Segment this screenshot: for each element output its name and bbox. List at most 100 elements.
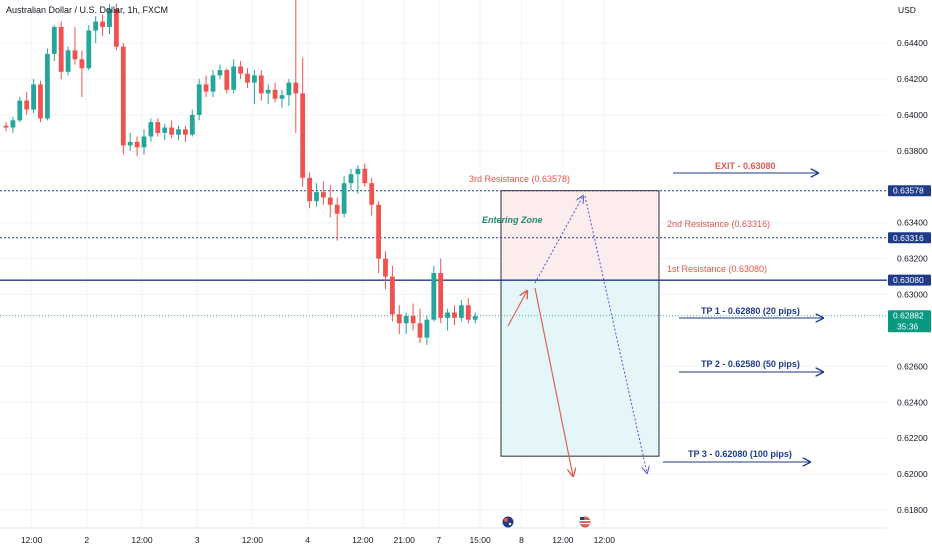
candle (403, 312, 409, 335)
candle (300, 57, 306, 187)
candle (217, 64, 223, 80)
candle (10, 116, 16, 133)
candle (307, 172, 312, 209)
price-axis[interactable]: USD 0.64400 0.64200 0.64000 0.63800 0.63400 0… (887, 0, 932, 528)
resistance-zone-box (501, 190, 659, 281)
candle (38, 80, 43, 123)
time-tick-label: 7 (436, 535, 441, 545)
candle (189, 109, 195, 137)
price-axis-unit: USD (898, 5, 916, 15)
candle (238, 61, 243, 80)
price-tick-label: 0.62400 (897, 397, 928, 407)
candle (120, 43, 126, 155)
candle (431, 265, 437, 322)
candle (424, 316, 430, 345)
plot-area (0, 0, 887, 528)
candle (314, 183, 319, 207)
price-tick-label: 0.63200 (897, 254, 928, 264)
candle (445, 308, 450, 331)
candle (107, 3, 112, 35)
candle (272, 82, 278, 103)
candle (465, 298, 471, 324)
candle (93, 16, 99, 44)
candle (390, 265, 395, 322)
price-tag-label: 0.63316 (893, 233, 924, 243)
projection-arrows (507, 196, 647, 476)
candle (141, 129, 147, 155)
time-tick-label: 2 (84, 535, 89, 545)
time-tick-label: 12:00 (242, 535, 264, 545)
candle (383, 251, 388, 290)
time-tick-label: 12:00 (552, 535, 574, 545)
candle (58, 21, 64, 80)
au-flag-icon[interactable] (502, 516, 514, 528)
price-tick-label: 0.63000 (897, 290, 928, 300)
time-tick-label: 12:00 (21, 535, 43, 545)
us-flag-icon[interactable] (579, 516, 591, 528)
candle (100, 14, 105, 36)
price-tag: 0.63316 (888, 232, 931, 244)
grid-lines (0, 0, 887, 528)
time-tick-label: 12:00 (352, 535, 374, 545)
price-tag-label: 0.62882 (893, 311, 924, 321)
candle (196, 79, 202, 121)
candle (31, 79, 36, 114)
candle (417, 308, 423, 344)
candle (348, 168, 354, 191)
price-tick-label: 0.63400 (897, 218, 928, 228)
time-axis[interactable]: 12:00 2 12:00 3 12:00 4 12:00 21:00 7 15:00 8 12:00… (0, 527, 887, 545)
candle (210, 70, 216, 97)
candle (472, 312, 478, 324)
candle (155, 118, 161, 137)
candle (65, 46, 71, 76)
candle (17, 96, 23, 123)
candle (286, 79, 292, 106)
candle (148, 118, 154, 142)
candle (51, 25, 57, 62)
price-tick-label: 0.64400 (897, 38, 928, 48)
candle (321, 181, 326, 205)
price-tick-label: 0.64000 (897, 110, 928, 120)
candle (334, 197, 340, 241)
candle (279, 89, 285, 108)
candle (45, 48, 50, 121)
resistance-1-label: 1st Resistance (0.63080) (667, 264, 767, 274)
price-tick-label: 0.62200 (897, 433, 928, 443)
price-tick-label: 0.62000 (897, 469, 928, 479)
time-tick-label: 15:00 (469, 535, 491, 545)
dotted-up-path (534, 196, 583, 284)
price-tag-label: 0.63578 (893, 186, 924, 196)
tp2-label: TP 2 - 0.62580 (50 pips) (701, 359, 800, 369)
candlesticks (3, 0, 478, 345)
event-markers[interactable] (502, 516, 591, 528)
candle (203, 75, 209, 97)
candle (231, 59, 237, 94)
exit-label: EXIT - 0.63080 (715, 161, 776, 171)
candle (86, 25, 92, 71)
countdown-label: 35:36 (897, 322, 919, 332)
entry-arrow (507, 291, 527, 327)
candle (376, 201, 381, 273)
candle (176, 125, 181, 141)
price-tag: 0.63578 (888, 185, 931, 197)
entering-zone-label: Entering Zone (482, 215, 543, 225)
candle (362, 163, 368, 187)
candle (72, 26, 78, 65)
candle (245, 68, 250, 88)
candle (396, 305, 402, 335)
price-tick-label: 0.61800 (897, 505, 928, 515)
candle (355, 165, 361, 194)
candle (79, 50, 85, 97)
candle (127, 132, 133, 151)
candle (169, 120, 174, 139)
candle (134, 136, 140, 157)
candle (410, 303, 416, 331)
annotations: 3rd Resistance (0.63578) Entering Zone 2… (469, 161, 823, 462)
price-tick-label: 0.62600 (897, 361, 928, 371)
price-tick-label: 0.64200 (897, 74, 928, 84)
candle (114, 3, 119, 51)
time-tick-label: 12:00 (131, 535, 153, 545)
resistance-2-label: 2nd Resistance (0.63316) (667, 219, 770, 229)
